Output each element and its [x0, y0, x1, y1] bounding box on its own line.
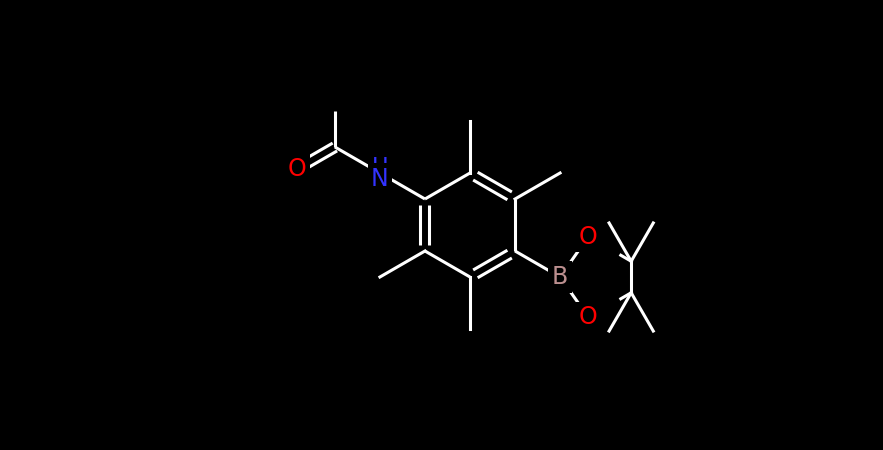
Text: H: H: [372, 157, 389, 177]
Text: O: O: [287, 157, 306, 181]
Text: N: N: [371, 167, 389, 191]
Text: B: B: [552, 265, 568, 289]
Text: O: O: [579, 306, 598, 329]
Text: O: O: [579, 225, 598, 248]
